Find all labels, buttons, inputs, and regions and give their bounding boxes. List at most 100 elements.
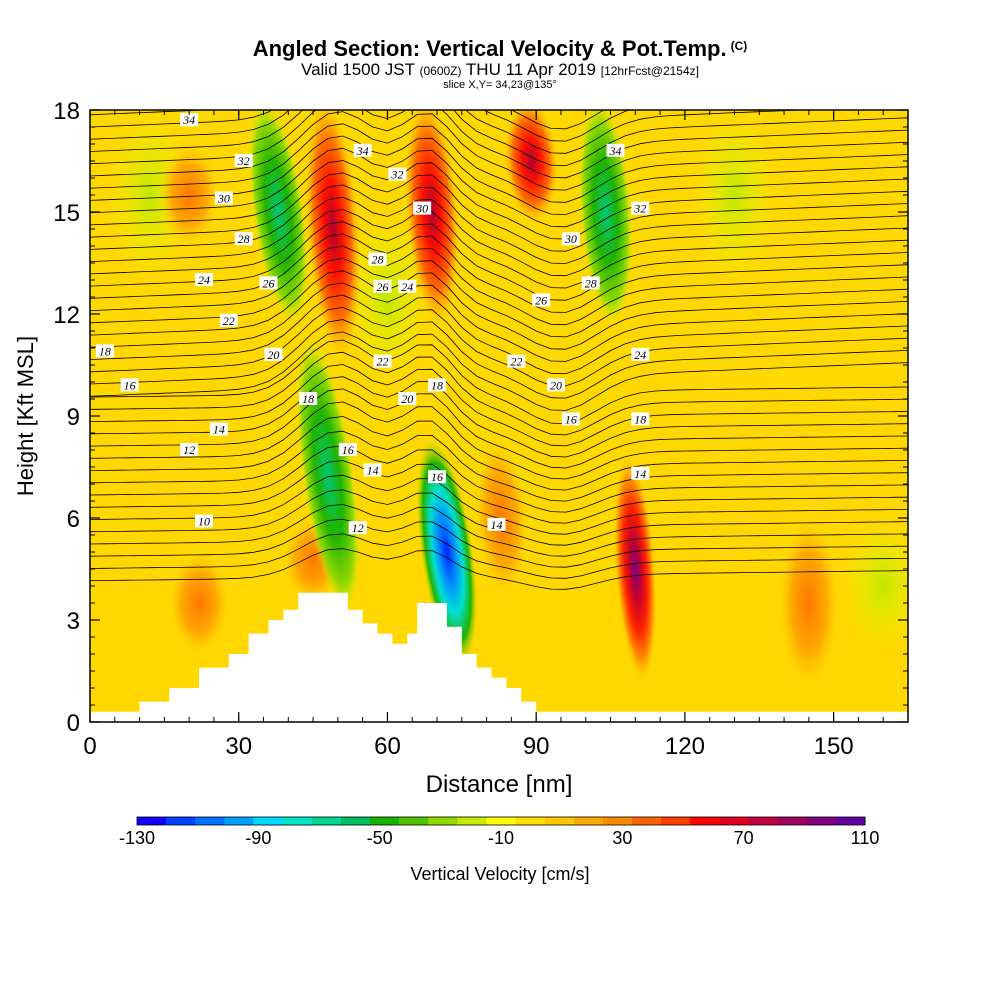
- contour-label: 30: [214, 191, 233, 205]
- contour-label-text: 32: [390, 168, 403, 182]
- contour-label-text: 12: [183, 443, 195, 457]
- contour-label: 14: [209, 422, 228, 437]
- contour-label-text: 10: [198, 514, 210, 528]
- contour-label-text: 24: [401, 280, 413, 294]
- field-downdraft: [248, 110, 309, 323]
- contour-label: 26: [373, 279, 392, 294]
- contour-label-text: 14: [491, 518, 503, 532]
- theta-contour: [90, 294, 908, 375]
- theta-contour: [90, 351, 908, 436]
- colorbar-swatch: [195, 817, 225, 825]
- contour-label: 14: [631, 466, 650, 481]
- colorbar-tick-label: -130: [119, 828, 155, 848]
- colorbar-tick-label: 30: [612, 828, 632, 848]
- contour-label: 14: [363, 463, 382, 477]
- y-axis: 0 3 6 9 12 15 18: [53, 98, 908, 737]
- contour-label-text: 24: [634, 348, 646, 362]
- contour-label-text: 28: [585, 276, 597, 290]
- contour-label-text: 20: [550, 378, 562, 392]
- field-weak-updraft: [778, 518, 839, 688]
- x-axis-label: Distance [nm]: [426, 771, 573, 798]
- contour-label: 20: [398, 392, 417, 406]
- colorbar-swatch: [573, 817, 604, 825]
- colorbar-tick-label: -50: [367, 828, 393, 848]
- theta-contour: [90, 270, 908, 350]
- colorbar-swatch: [835, 817, 866, 825]
- contour-label: 26: [259, 276, 278, 290]
- contour-label-text: 16: [342, 443, 354, 457]
- colorbar: -130 -90 -50 -10 30 70 110: [119, 816, 879, 848]
- contour-label: 18: [631, 412, 650, 426]
- contour-label-text: 26: [535, 293, 547, 307]
- field-weak-downdraft: [347, 212, 428, 382]
- field-weak-updraft: [169, 552, 230, 654]
- contour-label: 18: [95, 344, 114, 358]
- field-weak-downdraft: [109, 110, 190, 280]
- contour-label-text: 12: [352, 521, 364, 535]
- theta-contour: [90, 110, 812, 154]
- contour-label: 24: [631, 347, 650, 362]
- theta-contour: [90, 548, 908, 590]
- contour-label: 18: [428, 378, 447, 392]
- valid-main: Valid 1500 JST: [301, 60, 415, 79]
- plot-area: 34 32 30 28 26 24 22 20 18 16 18 14 12 16 10 14 12 34 32 30…: [90, 110, 908, 722]
- contour-label: 28: [368, 252, 387, 267]
- theta-contour: [90, 110, 632, 142]
- colorbar-swatch: [369, 817, 400, 825]
- slice-info: slice X,Y= 34,23@135°: [443, 79, 557, 91]
- contour-label-text: 18: [99, 344, 111, 358]
- theta-contour: [90, 533, 908, 579]
- field-weak-downdraft: [843, 518, 908, 654]
- theta-contour: [90, 111, 908, 191]
- contour-label: 30: [413, 201, 432, 216]
- colorbar-swatch: [282, 817, 313, 825]
- contour-label: 34: [180, 113, 199, 127]
- colorbar-swatch: [311, 817, 342, 825]
- contour-label-text: 32: [633, 202, 646, 216]
- contour-label: 20: [547, 378, 566, 392]
- contour-label-text: 14: [634, 467, 646, 481]
- contour-label: 30: [561, 232, 580, 246]
- chart-title-unit: (C): [730, 39, 748, 53]
- contour-label-text: 28: [372, 253, 384, 267]
- colorbar-swatch: [690, 817, 720, 825]
- x-tick-label: 60: [374, 733, 401, 760]
- theta-contour: [90, 339, 908, 425]
- theta-contour: [90, 504, 908, 557]
- valid-utc: (0600Z): [419, 64, 462, 78]
- colorbar-swatch: [748, 817, 779, 825]
- theta-contour: [90, 196, 908, 277]
- colorbar-tick-label: 70: [734, 828, 754, 848]
- contour-label-text: 14: [213, 423, 225, 437]
- contour-label: 28: [581, 276, 600, 290]
- contour-label: 14: [487, 517, 506, 532]
- contour-label-text: 34: [609, 144, 622, 158]
- theta-contour: [90, 123, 908, 203]
- y-tick-label: 9: [67, 404, 80, 431]
- colorbar-swatch: [253, 817, 284, 825]
- contour-label: 18: [299, 392, 318, 406]
- contour-labels: 34 32 30 28 26 24 22 20 18 16 18 14 12 16 10 14 12 34 32 30…: [95, 113, 650, 535]
- contour-label-text: 22: [376, 355, 388, 369]
- contour-label: 16: [561, 412, 580, 426]
- contour-label: 24: [398, 279, 417, 294]
- theta-contours: [90, 110, 908, 590]
- contour-label: 22: [507, 354, 526, 369]
- theta-contour: [90, 233, 908, 313]
- theta-contour: [90, 401, 908, 480]
- theta-contour: [90, 245, 908, 326]
- contour-label: 34: [606, 143, 625, 158]
- theta-contour: [90, 282, 908, 362]
- contour-label-text: 34: [356, 144, 369, 158]
- colorbar-swatch: [457, 817, 487, 825]
- contour-label-text: 34: [182, 113, 195, 127]
- field-updraft: [504, 110, 558, 222]
- colorbar-frame: [136, 816, 866, 826]
- x-tick-label: 0: [83, 733, 96, 760]
- contour-label: 20: [264, 347, 283, 362]
- theta-contour: [90, 460, 908, 524]
- contour-label: 16: [120, 378, 139, 392]
- contour-label-text: 18: [431, 378, 443, 392]
- field-weak-downdraft: [694, 110, 775, 280]
